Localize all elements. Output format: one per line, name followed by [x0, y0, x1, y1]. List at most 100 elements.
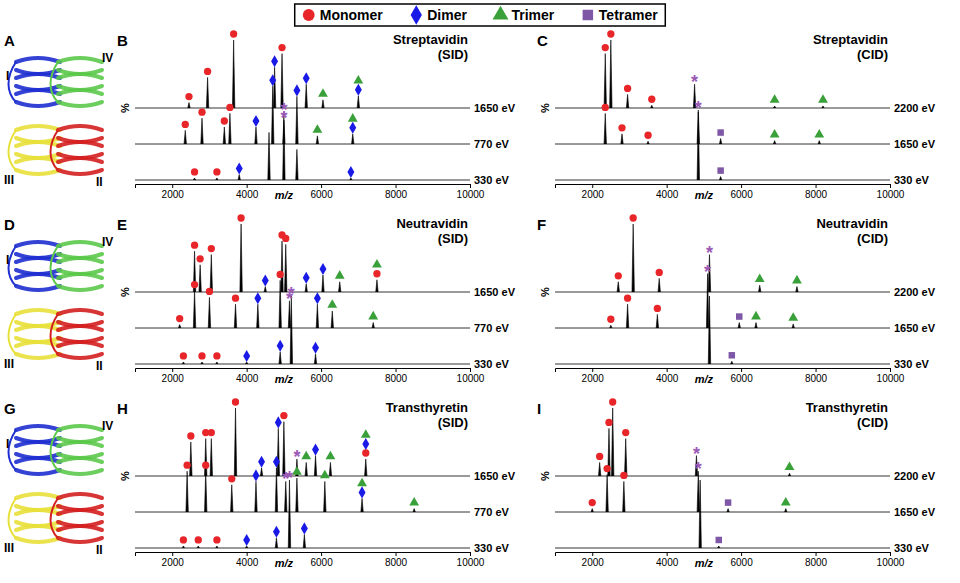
species-marker [213, 536, 220, 543]
species-marker [409, 497, 419, 506]
panel-title: Neutravidin(SID) [396, 216, 468, 246]
subunit [9, 310, 61, 358]
species-marker [280, 412, 287, 419]
peak [626, 94, 628, 108]
spectrum-panel: **2200 eV1650 eV330 eV200040006000800010… [537, 398, 936, 569]
peak [785, 509, 787, 512]
panel-letter: C [537, 32, 548, 49]
x-tick: 2000 [162, 184, 185, 200]
x-axis-line [136, 553, 471, 557]
species-star: * [288, 284, 295, 304]
trace-baseline [135, 548, 470, 549]
x-tick-mark [667, 184, 668, 188]
species-marker [221, 117, 228, 124]
species-marker [271, 55, 278, 67]
peak [621, 134, 623, 144]
species-marker [656, 269, 663, 276]
peak [647, 141, 649, 144]
x-tick-mark [890, 184, 891, 188]
x-tick: 2000 [162, 552, 185, 568]
x-axis: 200040006000800010000 [136, 552, 485, 568]
species-marker [312, 444, 319, 456]
subunit-ribbon [58, 310, 102, 314]
x-tick: 6000 [310, 552, 333, 568]
legend-label: Trimer [512, 7, 555, 23]
species-marker [620, 472, 627, 479]
trace-baseline [555, 292, 890, 293]
species-marker [208, 429, 215, 436]
x-tick: 6000 [730, 368, 753, 384]
species-marker [717, 129, 723, 135]
trace-label: 1650 eV [894, 138, 936, 150]
peak [264, 287, 266, 292]
subunit [9, 126, 61, 174]
species-marker [303, 72, 310, 84]
species-marker [314, 292, 321, 304]
trace-baseline [555, 180, 890, 181]
legend-label: Dimer [427, 7, 467, 23]
panel-letter: A [4, 32, 15, 49]
x-tick-mark [321, 552, 322, 556]
peak [727, 509, 729, 512]
x-tick-mark [172, 368, 173, 372]
subunit-ribbon [16, 354, 60, 358]
x-tick-mark [470, 552, 471, 556]
peak [623, 481, 625, 512]
species-marker [609, 398, 616, 405]
x-axis: 200040006000800010000 [136, 184, 485, 200]
peak [234, 408, 236, 476]
subunit-ribbon [16, 126, 60, 130]
species-marker [644, 132, 651, 139]
trace-baseline [555, 364, 890, 365]
panel-title: Streptavidin(CID) [813, 32, 888, 62]
species-marker [301, 451, 311, 460]
subunit-ribbon [16, 102, 60, 106]
annotations: *** [180, 398, 419, 546]
peak [182, 362, 184, 364]
y-axis-title: % [119, 103, 131, 113]
peak [283, 422, 285, 476]
x-tick-label: 4000 [236, 189, 259, 200]
species-marker [185, 93, 192, 100]
annotations: ** [607, 214, 802, 358]
species-marker [355, 84, 362, 96]
x-tick-label: 8000 [385, 189, 408, 200]
peak [773, 141, 775, 144]
species-marker [716, 537, 722, 543]
trace-baseline [135, 180, 470, 181]
peak [201, 362, 203, 364]
subunit-ribbon [58, 442, 102, 446]
x-tick-label: 4000 [656, 189, 679, 200]
peak [188, 103, 190, 108]
x-tick: 4000 [656, 368, 679, 384]
peak [238, 175, 240, 180]
peak [706, 274, 708, 328]
peak [788, 473, 790, 476]
peak [611, 408, 613, 476]
x-tick: 10000 [877, 368, 905, 384]
spectrum-panel: **2200 eV1650 eV330 eV200040006000800010… [537, 30, 936, 201]
subunit-ribbon [58, 258, 102, 262]
subunit-label: II [96, 359, 103, 373]
species-marker [622, 429, 629, 436]
peak [316, 304, 318, 328]
subunit-ribbon [16, 442, 60, 446]
peak [199, 265, 201, 292]
legend-items: MonomerDimerTrimerTetramer [303, 5, 658, 25]
x-tick-mark [741, 368, 742, 372]
species-marker [282, 235, 289, 242]
peak [591, 509, 593, 512]
x-tick: 2000 [582, 552, 605, 568]
panel-title-line: Streptavidin [393, 32, 468, 47]
species-marker [359, 486, 366, 498]
subunit-ribbon [58, 326, 102, 330]
species-marker [788, 312, 798, 321]
trace-label: 770 eV [474, 322, 510, 334]
legend-item: Trimer [493, 6, 555, 23]
peak [277, 428, 279, 476]
trace-label: 330 eV [474, 174, 510, 186]
species-marker [228, 475, 235, 482]
species-marker [770, 94, 780, 103]
peak [699, 480, 701, 548]
x-tick-mark [741, 184, 742, 188]
